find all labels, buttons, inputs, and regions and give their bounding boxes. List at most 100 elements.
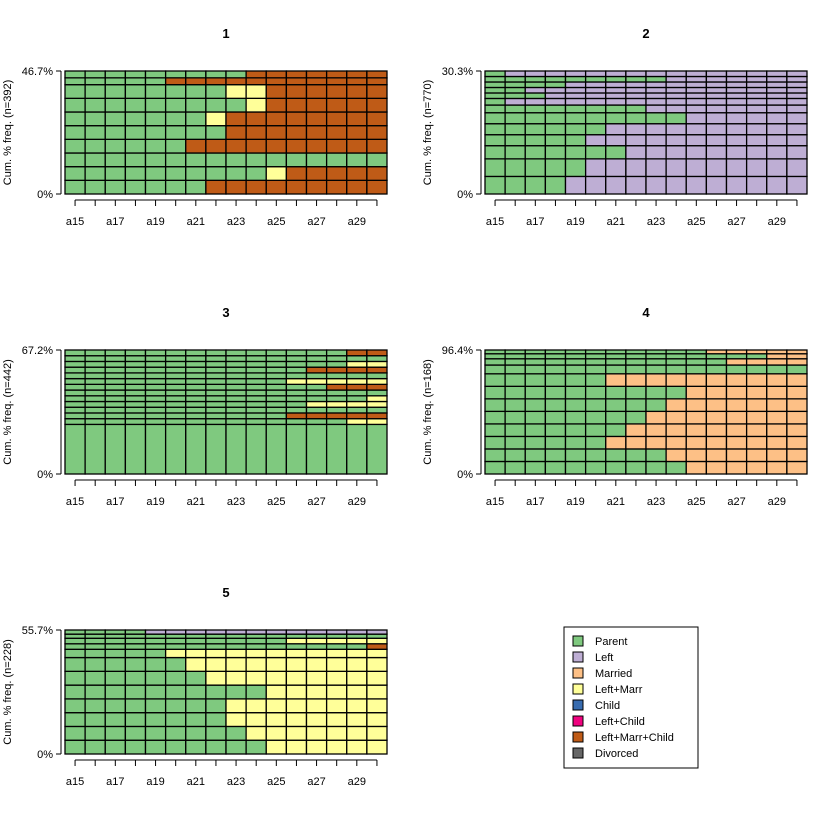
state-cell (745, 75, 768, 83)
state-cell (164, 97, 187, 113)
state-cell (584, 70, 607, 78)
state-cell (225, 366, 247, 374)
state-cell (205, 712, 227, 728)
state-cell (605, 358, 627, 366)
state-cell (144, 389, 167, 397)
state-cell (504, 423, 526, 438)
state-cell (64, 383, 86, 391)
state-cell (685, 423, 708, 438)
state-cell (786, 134, 808, 147)
state-cell (625, 75, 647, 83)
state-cell (366, 360, 388, 368)
state-cell (484, 460, 506, 475)
state-cell (265, 360, 288, 368)
state-cell (605, 75, 627, 83)
y-min-label: 0% (457, 189, 473, 201)
state-cell (285, 637, 308, 645)
state-cell (265, 412, 288, 420)
state-cell (665, 123, 687, 136)
state-cell (104, 179, 127, 195)
state-cell (164, 389, 187, 397)
state-cell (605, 349, 627, 355)
state-cell (786, 70, 808, 78)
state-cell (305, 670, 328, 686)
state-cell (225, 418, 247, 426)
state-cell (245, 725, 267, 741)
state-cell (745, 385, 768, 400)
state-cell (84, 383, 106, 391)
state-cell (164, 739, 187, 755)
state-cell (366, 125, 388, 140)
state-cell (305, 179, 328, 195)
state-cell (325, 684, 348, 700)
state-cell (225, 400, 247, 408)
state-cell (305, 97, 328, 113)
state-cell (185, 418, 207, 426)
state-cell (645, 86, 667, 94)
sequence-row (484, 364, 808, 375)
state-cell (766, 86, 788, 94)
state-cell (766, 104, 788, 114)
state-cell (524, 112, 547, 125)
state-cell (346, 629, 368, 635)
sequence-row (484, 448, 808, 463)
state-cell (185, 355, 207, 363)
state-cell (366, 656, 388, 672)
sequence-row (484, 353, 808, 360)
state-cell (325, 152, 348, 168)
state-cell (144, 698, 167, 714)
state-cell (325, 97, 348, 113)
state-cell (484, 385, 506, 400)
state-cell (64, 656, 86, 672)
state-cell (84, 377, 106, 385)
state-cell (584, 123, 607, 136)
state-cell (625, 385, 647, 400)
state-cell (625, 460, 647, 475)
state-cell (786, 75, 808, 83)
state-cell (245, 637, 267, 645)
state-cell (124, 739, 147, 755)
state-cell (625, 97, 647, 106)
state-cell (524, 349, 547, 355)
state-cell (645, 373, 667, 387)
state-cell (124, 383, 147, 391)
state-cell (625, 112, 647, 125)
state-cell (564, 398, 587, 413)
state-cell (104, 383, 127, 391)
state-cell (766, 145, 788, 160)
state-cell (265, 372, 288, 380)
state-cell (705, 104, 728, 114)
x-tick-label: a19 (566, 216, 584, 228)
state-cell (305, 111, 328, 127)
state-cell (124, 97, 147, 113)
panel-title: 5 (222, 585, 229, 600)
state-cell (225, 360, 247, 368)
state-cell (84, 372, 106, 380)
state-cell (144, 648, 167, 659)
state-cell (346, 656, 368, 672)
state-cell (305, 725, 328, 741)
state-cell (245, 383, 267, 391)
state-cell (245, 166, 267, 181)
state-cell (685, 97, 708, 106)
state-cell (705, 145, 728, 160)
state-cell (305, 355, 328, 363)
state-cell (685, 81, 708, 89)
state-cell (564, 358, 587, 366)
state-cell (164, 725, 187, 741)
state-cell (766, 158, 788, 178)
state-cell (64, 698, 86, 714)
state-cell (104, 739, 127, 755)
state-cell (625, 175, 647, 195)
x-tick-label: a19 (146, 776, 164, 788)
state-cell (164, 166, 187, 181)
state-cell (84, 412, 106, 420)
state-cell (665, 398, 687, 413)
x-tick-label: a15 (66, 776, 84, 788)
state-cell (544, 123, 567, 136)
state-cell (366, 637, 388, 645)
state-cell (164, 406, 187, 414)
state-cell (564, 75, 587, 83)
state-cell (366, 152, 388, 168)
state-cell (84, 77, 106, 86)
